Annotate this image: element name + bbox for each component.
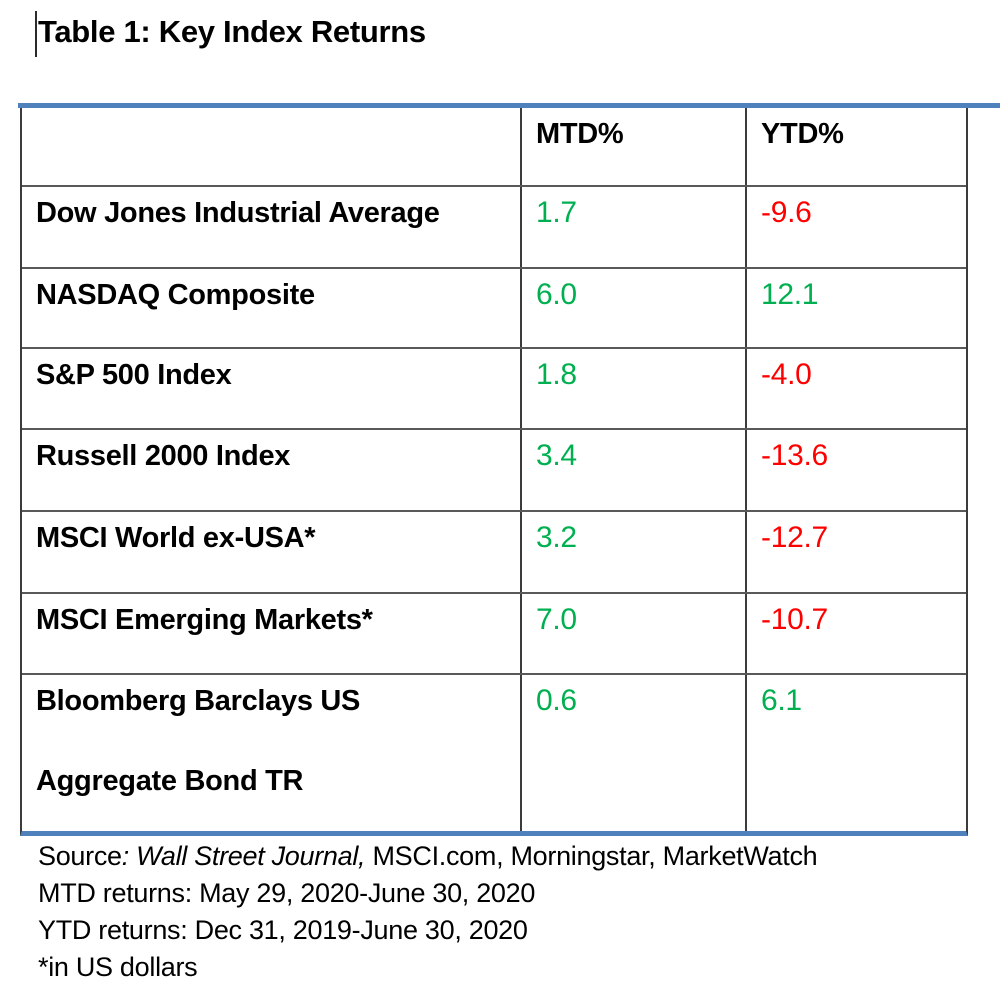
mtd-value: 3.4 xyxy=(520,430,745,510)
index-name: Dow Jones Industrial Average xyxy=(36,197,440,229)
mtd-value: 0.6 xyxy=(520,675,745,831)
mtd-value: 1.7 xyxy=(520,187,745,267)
index-name-line-2: Aggregate Bond TR xyxy=(36,765,304,797)
header-cell-ytd: YTD% xyxy=(745,108,966,185)
index-name: Bloomberg Barclays US Aggregate Bond TR xyxy=(22,675,520,831)
table-row: NASDAQ Composite 6.0 12.1 xyxy=(22,267,966,347)
index-name: MSCI Emerging Markets* xyxy=(36,604,373,636)
table-row: Russell 2000 Index 3.4 -13.6 xyxy=(22,428,966,510)
ytd-period-note: YTD returns: Dec 31, 2019-June 30, 2020 xyxy=(38,915,528,945)
table-footnotes: Source: Wall Street Journal, MSCI.com, M… xyxy=(38,838,818,986)
ytd-value: -12.7 xyxy=(745,512,966,592)
table-row: Dow Jones Industrial Average 1.7 -9.6 xyxy=(22,185,966,267)
mtd-value: 7.0 xyxy=(520,594,745,673)
page-title: Table 1: Key Index Returns xyxy=(38,14,426,49)
table-header-row: MTD% YTD% xyxy=(22,108,966,185)
index-name: Russell 2000 Index xyxy=(36,440,291,472)
header-cell-blank xyxy=(22,108,520,185)
source-other: MSCI.com, Morningstar, MarketWatch xyxy=(365,841,818,871)
table-row: MSCI World ex-USA* 3.2 -12.7 xyxy=(22,510,966,592)
ytd-value: -9.6 xyxy=(745,187,966,267)
mtd-value: 3.2 xyxy=(520,512,745,592)
key-index-returns-table: MTD% YTD% Dow Jones Industrial Average 1… xyxy=(20,108,968,836)
source-note: Source: Wall Street Journal, MSCI.com, M… xyxy=(38,838,818,875)
source-label: Source xyxy=(38,841,122,871)
index-name-line-1: Bloomberg Barclays US xyxy=(36,685,361,717)
header-cell-mtd: MTD% xyxy=(520,108,745,185)
mtd-value: 6.0 xyxy=(520,269,745,347)
table-row: S&P 500 Index 1.8 -4.0 xyxy=(22,347,966,428)
table-row: MSCI Emerging Markets* 7.0 -10.7 xyxy=(22,592,966,673)
mtd-period-note: MTD returns: May 29, 2020-June 30, 2020 xyxy=(38,878,536,908)
ytd-value: -13.6 xyxy=(745,430,966,510)
us-dollars-note: *in US dollars xyxy=(38,952,198,982)
table-top-accent-rule xyxy=(18,103,1000,108)
ytd-value: 12.1 xyxy=(745,269,966,347)
source-publication: : Wall Street Journal, xyxy=(121,841,366,871)
index-name: MSCI World ex-USA* xyxy=(36,522,316,554)
index-name: NASDAQ Composite xyxy=(36,279,315,311)
ytd-value: -10.7 xyxy=(745,594,966,673)
ytd-value: -4.0 xyxy=(745,349,966,428)
index-name: S&P 500 Index xyxy=(36,359,232,391)
mtd-value: 1.8 xyxy=(520,349,745,428)
text-cursor xyxy=(35,11,37,57)
table-row: Bloomberg Barclays US Aggregate Bond TR … xyxy=(22,673,966,831)
ytd-value: 6.1 xyxy=(745,675,966,831)
